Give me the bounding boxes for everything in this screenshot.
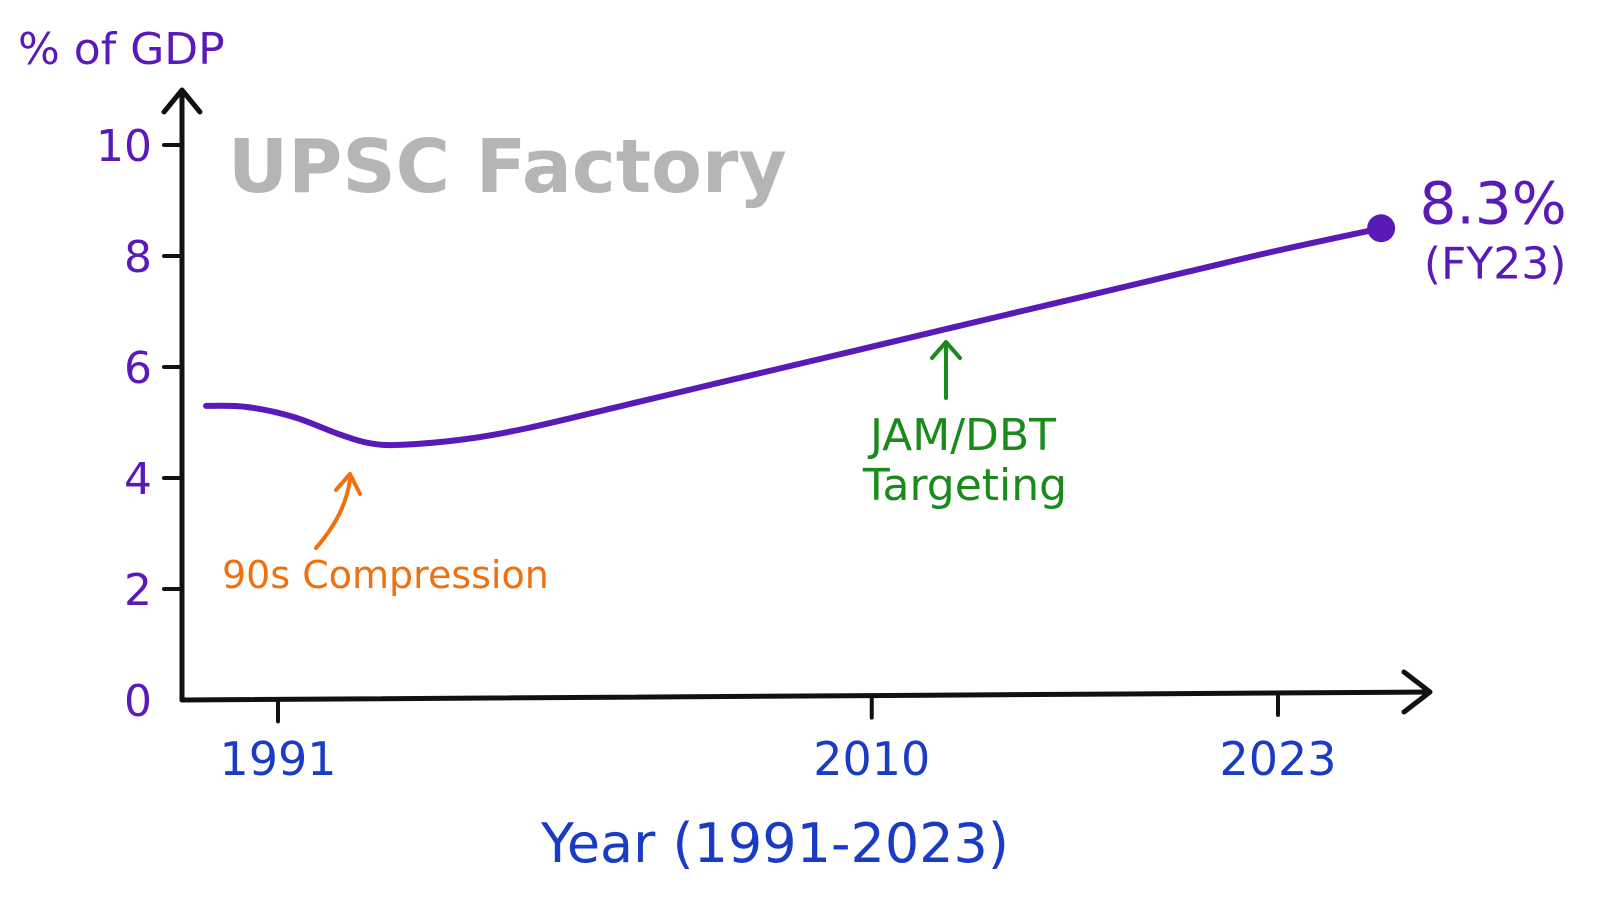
- end-point-marker: [1367, 214, 1396, 243]
- x-axis-label: Year (1991-2023): [540, 812, 1009, 875]
- annotation-90s-compression: 90s Compression: [222, 472, 549, 597]
- annotation-text-90s-compression: 90s Compression: [222, 553, 549, 597]
- x-axis-arrowhead: [1401, 669, 1433, 715]
- annotation-arrowhead-green: [930, 340, 962, 360]
- annotation-text-jam-dbt-line1: JAM/DBT: [867, 410, 1056, 461]
- y-tick-label: 0: [124, 676, 152, 727]
- x-tick-label: 2023: [1219, 732, 1336, 786]
- y-tick-label: 8: [124, 232, 152, 283]
- series-line: [203, 225, 1385, 449]
- y-ticks: 0 2 4 6 8 10: [96, 121, 184, 727]
- annotation-jam-dbt: JAM/DBT Targeting: [862, 340, 1067, 511]
- x-tick-label: 1991: [219, 732, 336, 786]
- y-tick-label: 6: [124, 343, 152, 394]
- x-axis-line: [179, 689, 1431, 703]
- x-tick-label: 2010: [813, 732, 930, 786]
- end-point-sublabel: (FY23): [1424, 238, 1567, 289]
- x-ticks: 1991 2010 2023: [219, 690, 1337, 786]
- y-tick-label: 2: [124, 565, 152, 616]
- y-tick-label: 4: [124, 454, 152, 505]
- annotation-arrowhead-orange: [334, 472, 362, 496]
- watermark: UPSC Factory: [228, 124, 787, 210]
- end-point-label: 8.3%: [1419, 169, 1566, 237]
- y-tick-label: 10: [96, 121, 152, 172]
- axes: [161, 87, 1433, 715]
- annotation-arrow-orange: [314, 478, 352, 550]
- annotation-text-jam-dbt-line2: Targeting: [862, 460, 1067, 511]
- y-axis-label: % of GDP: [18, 24, 225, 75]
- y-axis-arrowhead: [161, 87, 203, 115]
